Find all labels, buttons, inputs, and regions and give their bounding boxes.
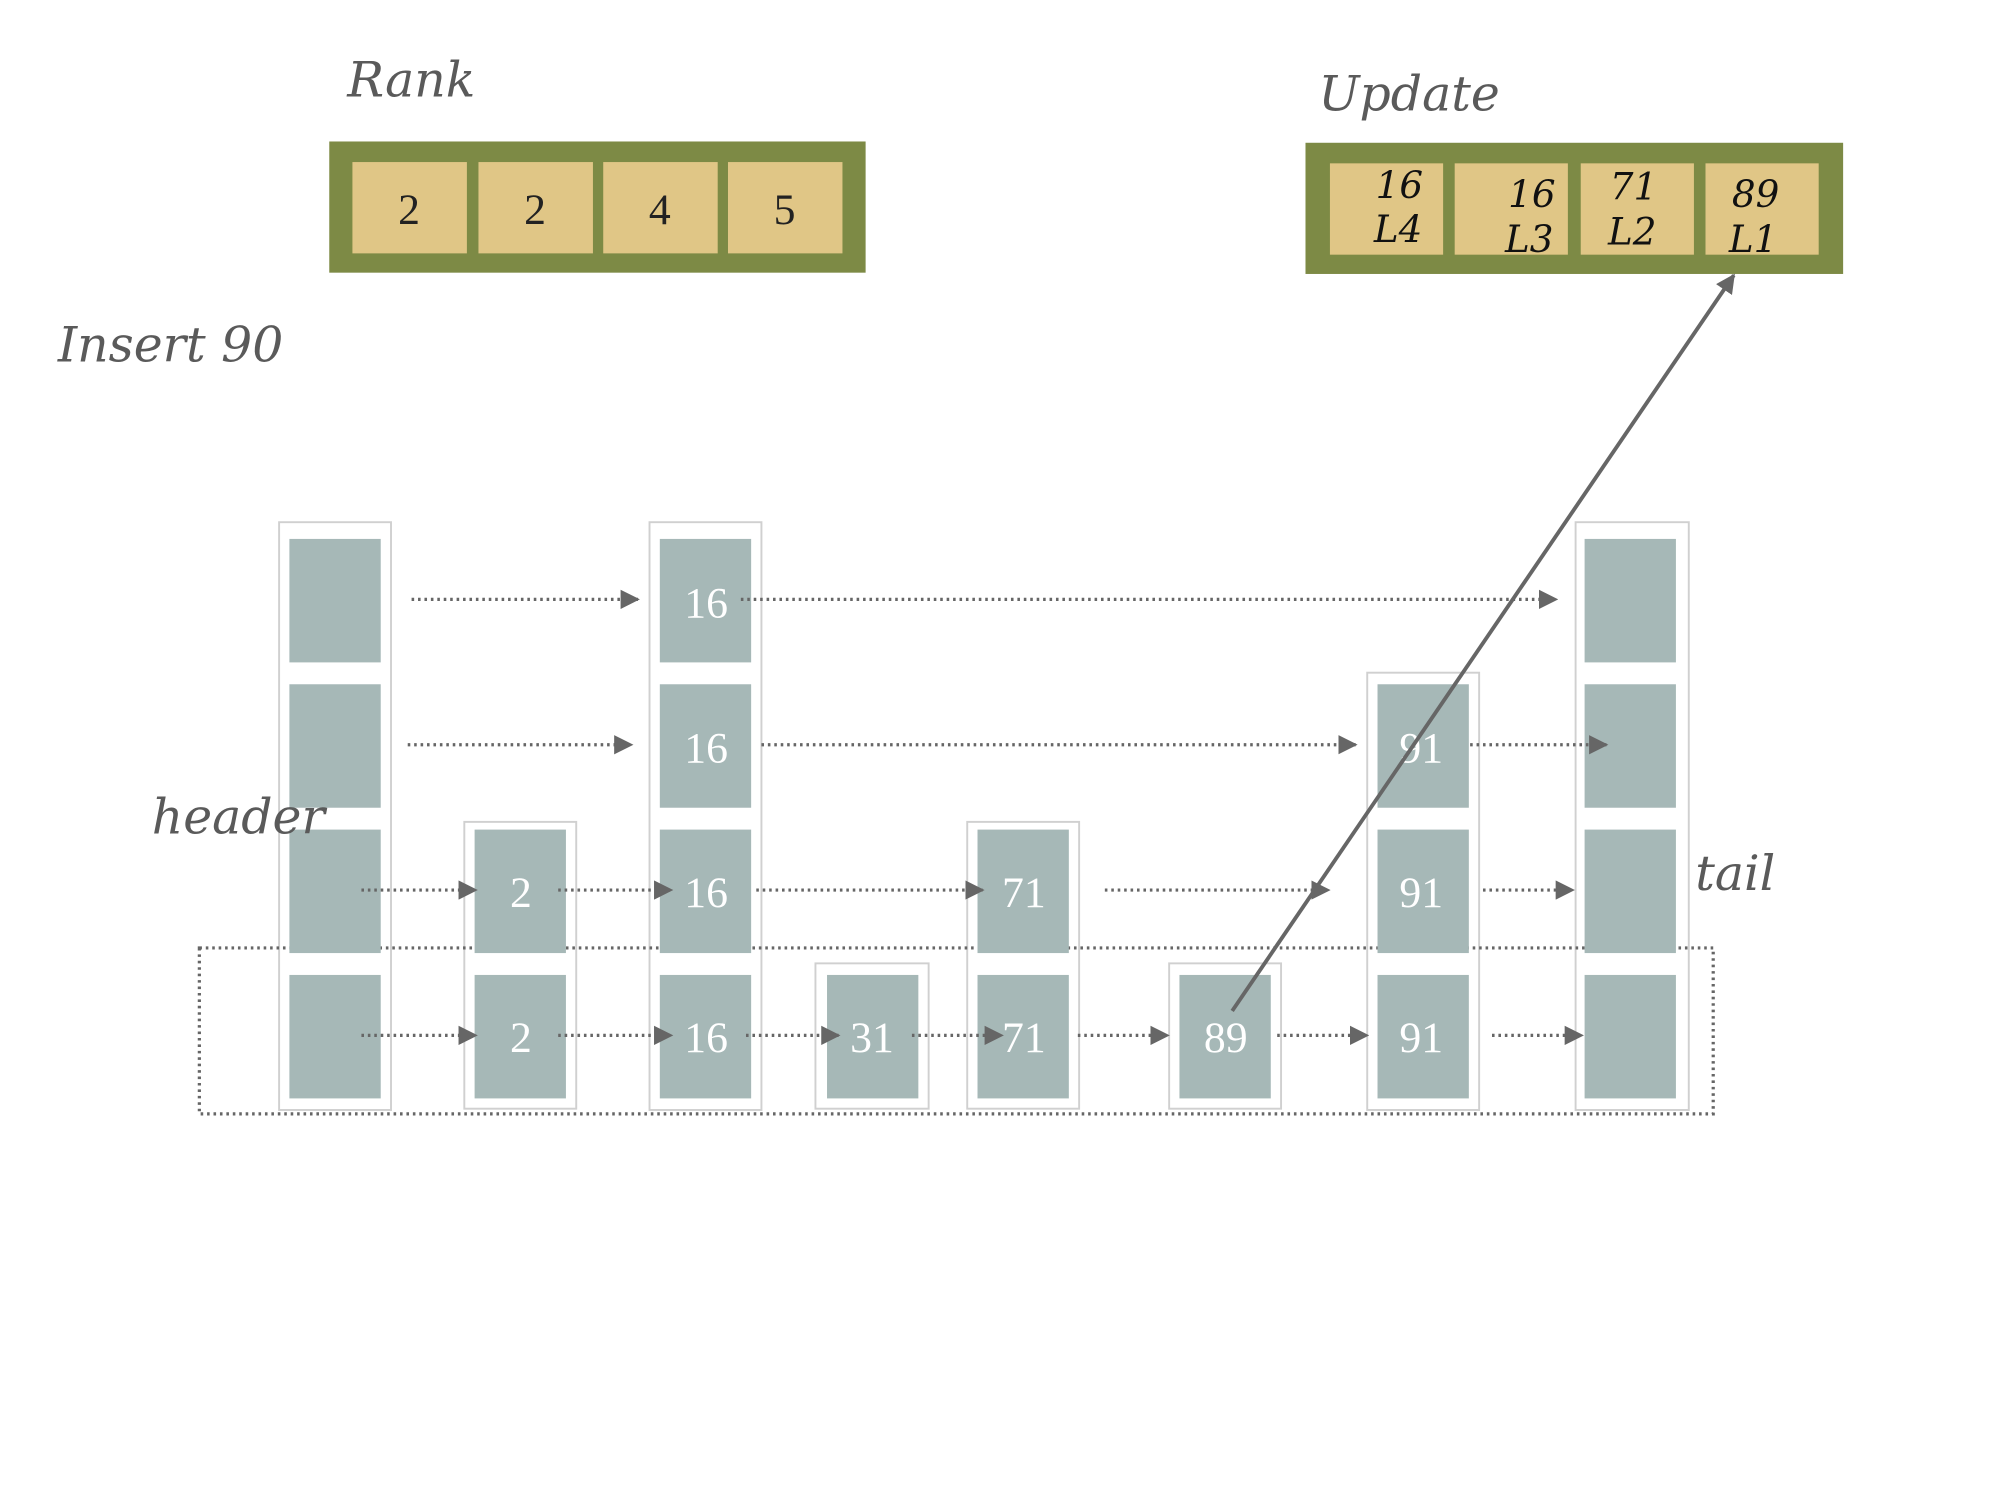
node-key: 16: [684, 1014, 728, 1062]
update-title: Update: [1318, 66, 1499, 123]
column-outline-header: [278, 521, 392, 1111]
update-cell: [1454, 163, 1568, 255]
header-level4: [289, 538, 381, 663]
node-key: 71: [1002, 1014, 1046, 1062]
node-key: 71: [1002, 869, 1046, 917]
tail-label: tail: [1695, 845, 1775, 902]
update-array: 16 L4 16 L3 71 L2 89 L1: [1305, 142, 1844, 274]
column-outline-91: [1366, 671, 1481, 1111]
node-91-level3: [1377, 684, 1469, 808]
node-key: 16: [684, 869, 728, 917]
column-outline-2: [463, 820, 578, 1110]
diagram-canvas: Rank Update Insert 90 2 2 4 5 16 L4 16 L…: [57, 51, 1844, 1116]
header-level1: [289, 974, 381, 1099]
node-16-level4: [659, 538, 752, 663]
insert-title: Insert 90: [57, 316, 283, 373]
header-level3: [289, 684, 381, 808]
update-cell-level: L2: [1607, 209, 1656, 253]
node-16-level3: [659, 684, 752, 808]
rank-array: 2 2 4 5: [329, 141, 866, 273]
node-89-level1: [1179, 974, 1271, 1099]
level-pointers: [361, 589, 1609, 1046]
update-cell-node: 16: [1376, 163, 1423, 207]
update-cell-node: 89: [1732, 172, 1779, 216]
node-31-level1: [827, 974, 919, 1099]
rank-cell-value: 4: [649, 186, 671, 234]
update-cell: [1705, 163, 1819, 255]
column-outline-16: [648, 521, 763, 1111]
rank-cell-value: 2: [524, 186, 546, 234]
node-2-level1: [474, 974, 566, 1099]
update-cell-level: L3: [1504, 217, 1553, 261]
update-cell-level: L4: [1373, 207, 1422, 251]
rank-cell-value: 5: [774, 186, 796, 234]
node-key: 31: [850, 1014, 894, 1062]
tail-level3: [1584, 684, 1676, 808]
node-key: 89: [1204, 1014, 1248, 1062]
node-16-level1: [659, 974, 752, 1099]
column-outlines: [278, 521, 1690, 1111]
tail-level2: [1584, 829, 1676, 954]
tail-level1: [1584, 974, 1676, 1099]
node-key: 2: [510, 1014, 532, 1062]
node-2-level2: [474, 829, 566, 954]
tail-level4: [1584, 538, 1676, 663]
rank-cell: [352, 162, 467, 254]
node-key: 2: [510, 869, 532, 917]
node-key: 16: [684, 725, 728, 773]
update-cell: [1580, 163, 1694, 255]
rank-cell: [603, 162, 718, 254]
header-level2: [289, 829, 381, 954]
node-labels: 2 2 16 16 16 16 31 71 71 89 91 91 91: [510, 579, 1443, 1062]
column-outline-tail: [1574, 521, 1690, 1111]
node-key: 91: [1399, 869, 1443, 917]
node-key: 16: [684, 579, 728, 627]
update-cell-level: L1: [1728, 217, 1777, 261]
column-outline-71: [966, 820, 1081, 1110]
rank-cell: [727, 162, 843, 254]
node-91-level2: [1377, 829, 1469, 954]
update-link-arrow: [1230, 273, 1736, 1013]
node-71-level2: [977, 829, 1069, 954]
node-key: 91: [1399, 1014, 1443, 1062]
node-16-level2: [659, 829, 752, 954]
rank-cell: [478, 162, 593, 254]
update-cell-node: 71: [1610, 164, 1657, 208]
update-cell: [1329, 163, 1444, 255]
rank-title: Rank: [346, 51, 475, 108]
level1-highlight: [197, 946, 1715, 1116]
header-label: header: [152, 788, 328, 845]
node-91-level1: [1377, 974, 1469, 1099]
rank-cell-value: 2: [398, 186, 420, 234]
node-blocks: [289, 538, 1676, 1099]
column-outline-31: [814, 962, 930, 1110]
update-cell-node: 16: [1508, 172, 1555, 216]
